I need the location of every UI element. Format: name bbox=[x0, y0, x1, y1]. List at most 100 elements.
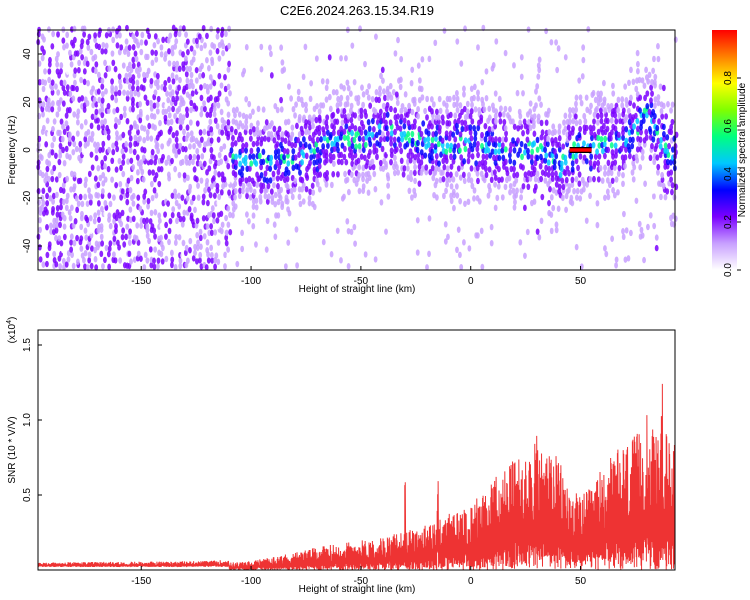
spectrogram-cell bbox=[52, 250, 57, 258]
spectrogram-cell bbox=[640, 77, 645, 84]
spectrogram-cell bbox=[543, 157, 548, 164]
spectrogram-cell bbox=[621, 125, 626, 132]
spectrogram-cell bbox=[226, 111, 231, 118]
spectrogram-cell bbox=[124, 233, 129, 241]
spectrogram-cell bbox=[503, 125, 508, 132]
spectrogram-cell bbox=[647, 108, 652, 116]
spectrogram-cell bbox=[111, 59, 116, 67]
spectrogram-cell bbox=[97, 216, 101, 223]
spectrogram-cell bbox=[339, 125, 344, 133]
spectrogram-cell bbox=[343, 170, 347, 178]
spectrogram-cell bbox=[104, 42, 109, 50]
spectrogram-cell bbox=[145, 223, 150, 230]
spectrogram-cell bbox=[83, 119, 88, 126]
colorbar-tick-label: 0.6 bbox=[723, 119, 734, 133]
spectrogram-cell bbox=[428, 169, 433, 176]
spectrogram-cell bbox=[214, 252, 219, 259]
spectrogram-cell bbox=[200, 105, 204, 113]
spectrogram-cell bbox=[199, 136, 204, 143]
spectrogram-cell bbox=[93, 175, 98, 182]
spectrogram-cell bbox=[65, 68, 70, 75]
spectrogram-cell bbox=[424, 168, 429, 176]
spectrogram-cell bbox=[184, 83, 189, 91]
spectrogram-cell bbox=[112, 108, 117, 115]
spectrogram-cell bbox=[455, 128, 460, 136]
spectrogram-cell bbox=[160, 258, 165, 265]
snr-y-tick-label: 0.5 bbox=[22, 488, 33, 502]
spectrogram-cell bbox=[603, 152, 607, 160]
spectrogram-cell bbox=[129, 124, 134, 131]
spectrogram-cell bbox=[610, 149, 615, 156]
spectrogram-cell bbox=[617, 112, 622, 119]
spectrogram-cell bbox=[307, 199, 312, 207]
spectrogram-cell bbox=[455, 38, 460, 45]
spectrogram-cell bbox=[385, 135, 390, 142]
spectrogram-cell bbox=[205, 223, 210, 230]
spectrogram-cell bbox=[613, 112, 618, 119]
spectrogram-cell bbox=[170, 157, 174, 165]
spectrogram-cell bbox=[648, 212, 653, 219]
spectrogram-cell bbox=[304, 106, 308, 114]
spectrogram-cell bbox=[80, 210, 84, 218]
spectrogram-cell bbox=[90, 130, 95, 138]
spectrogram-cell bbox=[254, 160, 259, 167]
spectrogram-cell bbox=[653, 102, 657, 109]
spectrogram-cell bbox=[335, 118, 340, 125]
spectrogram-cell bbox=[470, 118, 475, 125]
spectrogram-cell bbox=[108, 200, 113, 208]
spectrogram-cell bbox=[670, 101, 675, 108]
spectrogram-cell bbox=[125, 90, 130, 97]
spectrogram-cell bbox=[107, 263, 112, 271]
spectrogram-cell bbox=[244, 44, 249, 51]
spectrogram-cell bbox=[408, 157, 413, 164]
spectrogram-cell bbox=[152, 227, 157, 234]
spectrogram-cell bbox=[100, 119, 104, 126]
spectrogram-cell bbox=[455, 246, 459, 254]
spectrogram-cell bbox=[256, 105, 261, 113]
spectrogram-cell bbox=[437, 160, 441, 167]
spectrogram-cell bbox=[241, 182, 246, 190]
spectrogram-cell bbox=[159, 240, 164, 248]
spectrogram-cell bbox=[61, 50, 65, 58]
spectrogram-cell bbox=[503, 146, 508, 153]
spectrogram-cell bbox=[567, 112, 572, 120]
spectrogram-cell bbox=[476, 44, 480, 51]
snr-y-label: SNR (10 * V/V) bbox=[7, 416, 18, 483]
spectrogram-cell bbox=[445, 171, 450, 178]
spectrogram-cell bbox=[41, 199, 46, 207]
spectrogram-cell bbox=[220, 39, 224, 46]
spectrogram-cell bbox=[525, 136, 530, 143]
spectrogram-cell bbox=[41, 101, 46, 108]
spectrogram-cell bbox=[298, 141, 303, 148]
spectrogram-cell bbox=[406, 119, 411, 127]
spectrogram-cell bbox=[454, 183, 459, 190]
spectrogram-cell bbox=[202, 146, 207, 153]
spectrogram-cell bbox=[300, 159, 304, 166]
spectrogram-cell bbox=[653, 96, 658, 103]
spectrogram-cell bbox=[119, 164, 123, 172]
spectrogram-cell bbox=[212, 192, 217, 199]
spectrogram-cell bbox=[549, 194, 554, 201]
spectrogram-cell bbox=[437, 124, 442, 131]
spectrogram-cell bbox=[483, 159, 488, 167]
spectrogram-cell bbox=[656, 55, 661, 63]
spectrogram-cell bbox=[270, 194, 275, 201]
spectrogram-cell bbox=[557, 183, 562, 190]
spectrogram-cell bbox=[493, 141, 498, 148]
snr-y-scale-note: (x104) bbox=[6, 317, 18, 344]
spectrogram-cell bbox=[153, 159, 158, 166]
spectrogram-cell bbox=[345, 218, 350, 225]
spectrogram-cell bbox=[469, 177, 474, 184]
spectrogram-cell bbox=[449, 153, 453, 161]
spectrogram-cell bbox=[228, 33, 233, 40]
spectrogram-cell bbox=[244, 141, 249, 149]
spectrogram-cell bbox=[589, 102, 593, 110]
spectrogram-cell bbox=[182, 128, 186, 136]
spectrogram-cell bbox=[349, 171, 354, 178]
spectrogram-cell bbox=[128, 206, 133, 213]
spectrogram-cell bbox=[172, 60, 176, 68]
spectrogram-cell bbox=[170, 89, 175, 96]
spectrogram-cell bbox=[85, 216, 90, 224]
spectrogram-cell bbox=[82, 25, 87, 32]
spectrogram-cell bbox=[180, 158, 185, 166]
